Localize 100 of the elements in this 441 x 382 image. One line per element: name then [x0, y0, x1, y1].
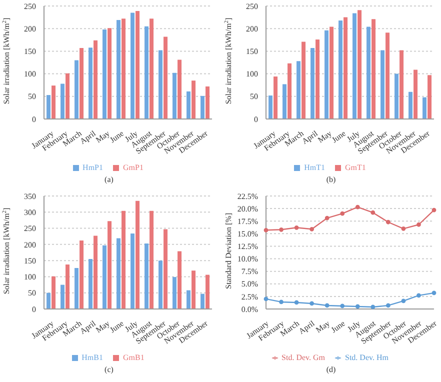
point: [294, 225, 299, 230]
bar: [172, 277, 177, 309]
point: [324, 303, 330, 308]
bar: [46, 292, 51, 309]
bar: [60, 84, 65, 119]
text: (c): [104, 365, 114, 374]
point: [310, 226, 314, 232]
bar: [102, 245, 107, 309]
bar: [192, 80, 196, 119]
bar: [386, 32, 390, 119]
y-tick-label: 10.0%: [237, 254, 258, 264]
bar: [88, 258, 93, 309]
bar: [394, 74, 399, 119]
bar: [94, 40, 98, 119]
bar: [116, 20, 121, 119]
bar: [46, 95, 51, 119]
bar: [400, 50, 404, 119]
bar: [136, 10, 140, 119]
point: [432, 290, 436, 296]
x-tick-label: May: [314, 318, 332, 335]
y-tick-label: 100: [24, 70, 36, 79]
point: [432, 208, 436, 212]
bar: [116, 238, 121, 309]
bar: [74, 60, 79, 119]
bar: [144, 243, 149, 309]
bar: [150, 210, 154, 309]
bar: [192, 270, 196, 309]
y-tick-label: 5.0%: [241, 280, 258, 289]
bar: [158, 260, 163, 309]
bar: [428, 75, 432, 119]
point: [294, 300, 299, 305]
bar: [186, 91, 191, 119]
y-tick-label: 350: [24, 192, 36, 201]
bar: [52, 276, 56, 309]
bar: [380, 50, 385, 119]
point: [355, 204, 360, 210]
bar: [282, 84, 287, 119]
bar: [330, 26, 334, 119]
point: [264, 228, 268, 232]
bar: [206, 274, 210, 309]
bar: [344, 17, 348, 119]
y-tick-label: 50: [28, 92, 36, 102]
point: [310, 301, 314, 306]
bar: [200, 96, 205, 119]
bar: [122, 18, 126, 119]
bar: [108, 28, 112, 119]
bar: [414, 70, 418, 119]
legend-label: GmP1: [123, 163, 144, 172]
y-tick-label: 150: [24, 47, 36, 56]
bar: [352, 13, 357, 119]
point: [386, 220, 390, 224]
bar: [288, 63, 292, 119]
bar: [102, 30, 107, 119]
point: [401, 226, 406, 231]
y-tick-label: 250: [24, 224, 36, 234]
x-tick-label: June: [330, 318, 348, 335]
bar: [130, 12, 135, 119]
bar: [200, 294, 205, 309]
y-tick-label: 12.5%: [237, 242, 258, 252]
bar: [80, 240, 84, 309]
bar: [80, 48, 84, 119]
bar: [324, 30, 329, 119]
bar: [302, 42, 306, 119]
y-tick-label: 0.0%: [241, 304, 258, 314]
y-tick-label: 0: [254, 114, 258, 124]
y-tick-label: 200: [24, 24, 36, 34]
bar: [136, 200, 140, 309]
y-tick-label: 22.5%: [237, 192, 258, 201]
point: [340, 304, 345, 308]
bar: [310, 48, 315, 119]
y-tick-label: 17.5%: [237, 216, 258, 226]
point: [386, 303, 390, 308]
y-tick-label: 200: [24, 240, 36, 250]
point: [279, 227, 284, 232]
y-tick-label: 50: [250, 92, 258, 102]
bar: [338, 20, 343, 119]
bar: [130, 233, 135, 309]
bar: [296, 61, 301, 119]
bar: [164, 36, 168, 119]
y-tick-label: 15.0%: [237, 230, 258, 239]
y-tick-label: 2.5%: [241, 292, 258, 302]
bar: [108, 221, 112, 309]
y-tick-label: 200: [246, 24, 258, 34]
bar: [268, 95, 273, 119]
bar: [422, 97, 427, 119]
bar: [206, 86, 210, 119]
point: [324, 216, 330, 220]
bar: [172, 72, 177, 119]
bar: [178, 60, 182, 119]
y-tick-label: 0: [32, 304, 36, 314]
bar: [144, 26, 149, 119]
bar: [122, 210, 126, 309]
point: [264, 296, 268, 302]
legend-label: GmB1: [123, 353, 144, 362]
y-tick-label: 100: [246, 70, 258, 79]
point: [416, 293, 421, 298]
bar: [178, 251, 182, 309]
point: [340, 211, 345, 216]
y-tick-label: 150: [246, 47, 258, 56]
point: [370, 210, 376, 215]
